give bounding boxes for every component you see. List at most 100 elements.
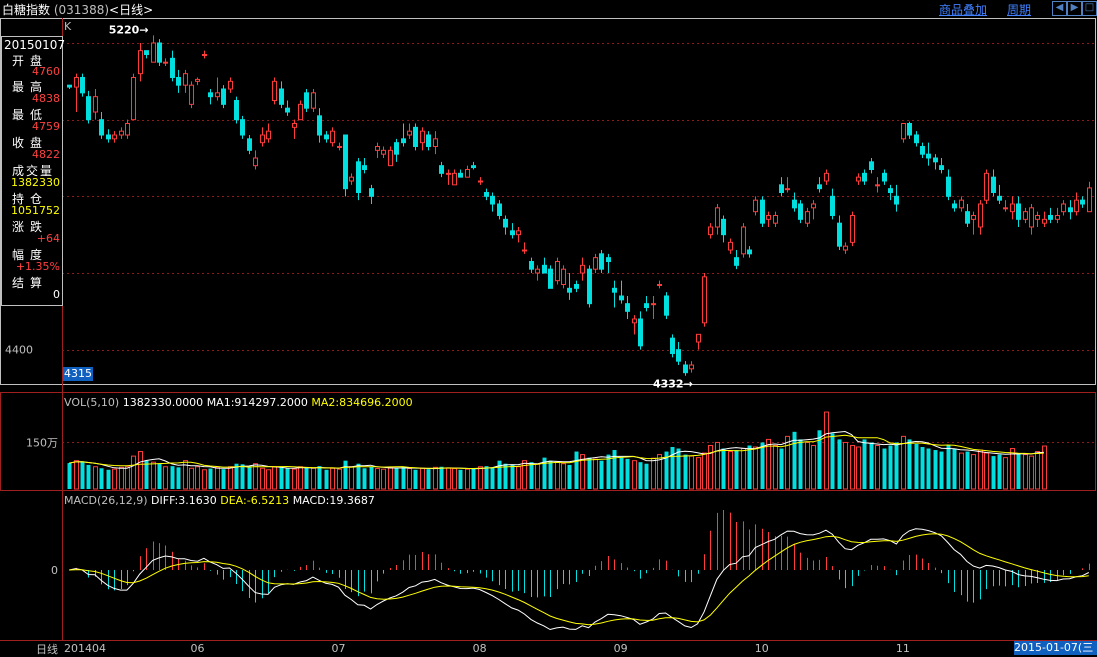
candle-body xyxy=(298,103,303,121)
volume-bar xyxy=(599,460,604,489)
volume-ma2-line xyxy=(69,434,1044,469)
candle-body xyxy=(946,176,951,197)
candle-body xyxy=(619,295,624,301)
candle-body xyxy=(112,134,117,140)
volume-bar xyxy=(760,442,765,489)
candle xyxy=(606,253,611,273)
volume-bar xyxy=(426,469,431,489)
candle xyxy=(292,119,297,139)
candle-body xyxy=(920,146,925,155)
volume-bar xyxy=(413,469,418,489)
overlay-link[interactable]: 商品叠加 xyxy=(939,3,988,17)
volume-bar xyxy=(93,466,98,490)
volume-bar xyxy=(676,448,681,489)
settle-value: 0 xyxy=(53,288,60,301)
volume-bar xyxy=(657,454,662,490)
candle xyxy=(93,89,98,120)
candle-body xyxy=(99,119,104,136)
volume-bar xyxy=(311,467,316,490)
volume-bar xyxy=(696,457,701,490)
candle xyxy=(119,127,124,139)
period-link[interactable]: 周期 xyxy=(1007,3,1032,17)
period-label: 日线 xyxy=(36,643,58,656)
volume-bar xyxy=(837,439,842,489)
candle xyxy=(202,50,207,59)
candle-body xyxy=(606,257,611,262)
candle-body xyxy=(991,176,996,194)
candle xyxy=(484,188,489,201)
volume-bar xyxy=(888,445,893,489)
volume-bar xyxy=(189,467,194,490)
next-icon[interactable]: ▶ xyxy=(1067,1,1082,16)
candle-body xyxy=(734,257,739,266)
candle-body xyxy=(1023,211,1028,220)
candle-body xyxy=(670,337,675,354)
candle-body xyxy=(1029,207,1034,228)
cursor-date: 2015-01-07(三 xyxy=(1014,641,1097,655)
volume-bar xyxy=(664,451,669,489)
candle xyxy=(664,292,669,319)
candle xyxy=(394,138,399,162)
candle xyxy=(625,296,630,319)
candle xyxy=(702,273,707,327)
candle xyxy=(1010,196,1015,220)
candle-body xyxy=(632,318,637,324)
volume-bar xyxy=(561,463,566,490)
candle-body xyxy=(183,73,188,86)
candle xyxy=(407,123,412,139)
candle xyxy=(260,127,265,147)
candle xyxy=(1074,192,1079,216)
candle xyxy=(381,146,386,158)
candle-body xyxy=(279,88,284,105)
candle-body xyxy=(555,261,560,282)
volume-bar xyxy=(1035,451,1040,490)
candle xyxy=(882,169,887,185)
candle xyxy=(317,108,322,143)
volume-bar xyxy=(625,458,630,489)
low-label: 最低 xyxy=(12,108,49,122)
candle xyxy=(785,177,790,193)
candle xyxy=(163,58,168,66)
volume-bar xyxy=(369,466,374,489)
volume-bar xyxy=(843,441,848,490)
volume-bar xyxy=(138,451,143,490)
candle xyxy=(830,188,835,220)
candle-body xyxy=(561,268,566,285)
volume-bar xyxy=(632,460,637,490)
volume-bar xyxy=(862,439,867,489)
candle-body xyxy=(240,119,245,136)
candle-body xyxy=(439,165,444,174)
volume-bar xyxy=(741,448,746,490)
candle xyxy=(1068,200,1073,220)
candle-body xyxy=(753,199,758,213)
candle xyxy=(247,135,252,155)
candle-body xyxy=(324,134,329,140)
volume-bar xyxy=(522,460,527,490)
volume-bar xyxy=(875,444,880,490)
volume-ma1-value: MA1:914297.2000 xyxy=(207,396,312,409)
candle xyxy=(1055,207,1060,224)
candle xyxy=(369,184,374,204)
candle xyxy=(984,169,989,204)
candle xyxy=(362,158,367,174)
macd-header-name: MACD(26,12,9) xyxy=(64,494,151,507)
candle-body xyxy=(228,80,233,90)
volume-bar xyxy=(689,455,694,490)
candle xyxy=(388,146,393,167)
volume-bar xyxy=(978,449,983,490)
volume-bar xyxy=(465,468,470,490)
candle-body xyxy=(471,165,476,169)
candle xyxy=(779,177,784,197)
candle-body xyxy=(676,349,681,362)
volume-bar xyxy=(798,439,803,489)
candle xyxy=(798,200,803,224)
candle xyxy=(965,204,970,227)
candle-body xyxy=(824,172,829,182)
macd-diff-line xyxy=(69,528,1090,631)
prev-icon[interactable]: ◀ xyxy=(1052,1,1067,16)
volume-bar xyxy=(805,441,810,490)
volume-bar xyxy=(606,454,611,489)
candle-body xyxy=(138,50,143,75)
candle-body xyxy=(567,287,572,293)
